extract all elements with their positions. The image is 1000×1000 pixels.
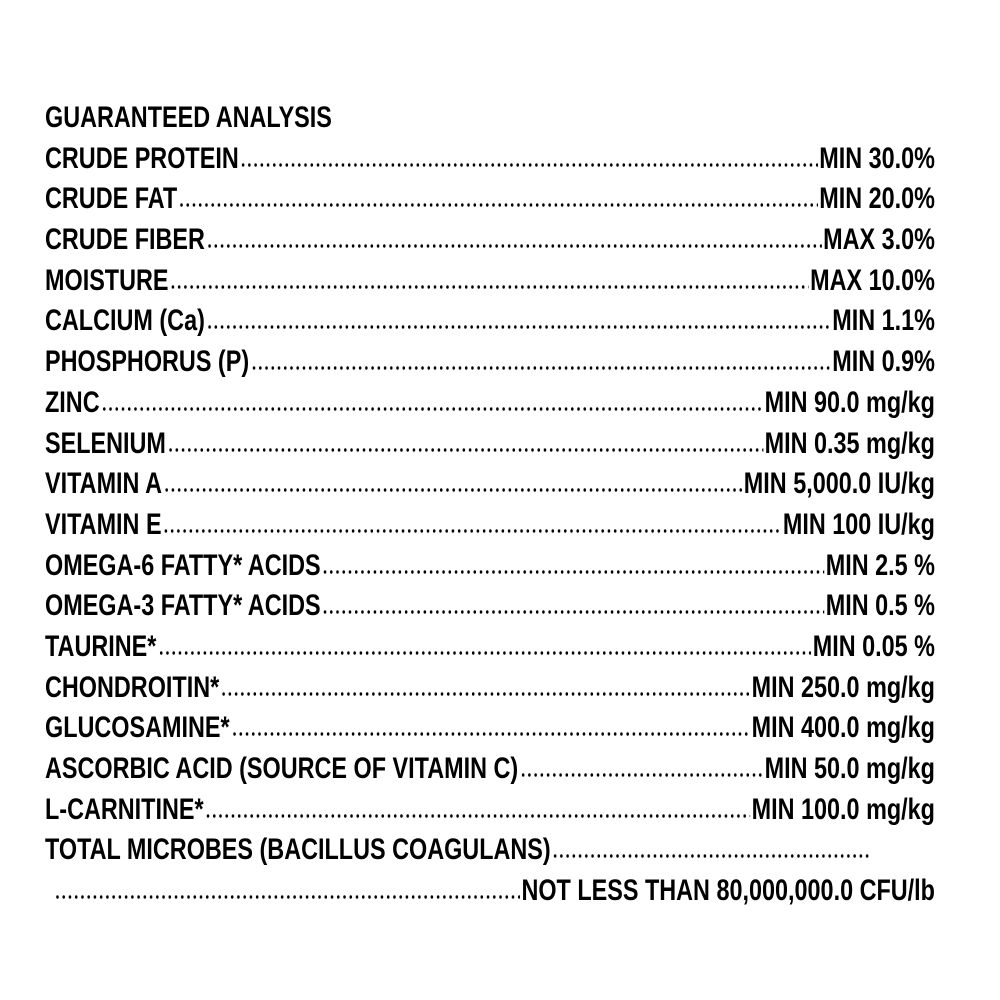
analysis-row: CALCIUM (Ca) MIN 1.1% [45,301,935,342]
leader-dots [157,649,812,656]
nutrient-name: CHONDROITIN* [45,670,220,704]
leader-dots [178,202,818,209]
analysis-row: VITAMIN A MIN 5,000.0 IU/kg [45,464,935,505]
nutrient-value: MAX 10.0% [810,263,935,297]
analysis-rows: CRUDE PROTEIN MIN 30.0% CRUDE FAT MIN 20.0%… [45,139,935,831]
nutrient-name: ASCORBIC ACID (SOURCE OF VITAMIN C) [45,752,519,785]
analysis-row: CHONDROITIN* MIN 250.0 mg/kg [45,668,935,709]
nutrient-value: MIN 100 IU/kg [782,507,935,541]
nutrient-name: CALCIUM (Ca) [45,304,205,338]
analysis-row: MOISTURE MAX 10.0% [45,261,935,302]
nutrient-name: CRUDE PROTEIN [45,141,239,175]
analysis-row: OMEGA-6 FATTY* ACIDS MIN 2.5 % [45,546,935,587]
leader-dots [163,527,782,534]
nutrient-value: MIN 50.0 mg/kg [764,752,935,785]
nutrient-name: OMEGA-3 FATTY* ACIDS [45,589,321,623]
analysis-row: ASCORBIC ACID (SOURCE OF VITAMIN C) MIN 5… [45,749,935,790]
leader-dots [519,772,764,778]
nutrient-value: MIN 400.0 mg/kg [751,711,935,745]
nutrient-value: MIN 20.0% [819,182,935,216]
leader-dots [170,283,809,290]
leader-dots [54,894,520,901]
analysis-row: GLUCOSAMINE* MIN 400.0 mg/kg [45,708,935,749]
nutrient-value: MIN 1.1% [832,304,935,338]
leader-dots [163,487,743,494]
analysis-row: OMEGA-3 FATTY* ACIDS MIN 0.5 % [45,586,935,627]
leader-dots [322,568,825,575]
leader-dots [552,853,873,860]
analysis-row: CRUDE FIBER MAX 3.0% [45,220,935,261]
nutrient-name: VITAMIN E [45,507,162,541]
analysis-row: L-CARNITINE* MIN 100.0 mg/kg [45,790,935,831]
nutrient-value: MAX 3.0% [823,223,935,257]
leader-dots [240,161,818,168]
leader-dots [206,243,822,250]
nutrient-name: SELENIUM [45,426,166,460]
leader-dots [167,446,764,453]
nutrient-value: MIN 0.35 mg/kg [764,426,935,460]
nutrient-value: MIN 100.0 mg/kg [751,792,935,826]
analysis-row: TAURINE* MIN 0.05 % [45,627,935,668]
leader-dots [322,609,825,616]
nutrient-name: L-CARNITINE* [45,792,204,826]
title: GUARANTEED ANALYSIS [45,101,332,134]
nutrient-name: TAURINE* [45,629,157,663]
nutrient-value: MIN 0.5 % [825,589,935,623]
nutrient-value: MIN 30.0% [819,141,935,175]
nutrient-value: MIN 2.5 % [825,548,935,582]
analysis-row: CRUDE FAT MIN 20.0% [45,179,935,220]
nutrient-value: MIN 90.0 mg/kg [764,385,935,419]
nutrient-name: ZINC [45,385,100,419]
leader-dots [231,731,751,738]
total-row: TOTAL MICROBES (BACILLUS COAGULANS) [45,830,935,871]
nutrient-value: MIN 0.05 % [812,629,935,663]
total-value-row: NOT LESS THAN 80,000,000.0 CFU/lb [45,871,935,912]
total-value: NOT LESS THAN 80,000,000.0 CFU/lb [521,874,935,908]
nutrient-name: VITAMIN A [45,467,162,501]
nutrient-name: GLUCOSAMINE* [45,711,230,745]
analysis-row: SELENIUM MIN 0.35 mg/kg [45,424,935,465]
leader-dots [206,324,831,331]
leader-dots [250,365,831,372]
leader-dots [101,405,764,412]
nutrient-name: OMEGA-6 FATTY* ACIDS [45,548,321,582]
analysis-row: ZINC MIN 90.0 mg/kg [45,383,935,424]
analysis-row: PHOSPHORUS (P) MIN 0.9% [45,342,935,383]
nutrient-value: MIN 250.0 mg/kg [751,670,935,704]
nutrient-name: CRUDE FIBER [45,223,205,257]
nutrient-name: PHOSPHORUS (P) [45,345,250,379]
leader-dots [220,690,751,697]
nutrient-name: MOISTURE [45,263,169,297]
title-row: GUARANTEED ANALYSIS [45,98,935,139]
analysis-row: VITAMIN E MIN 100 IU/kg [45,505,935,546]
nutrient-name: CRUDE FAT [45,182,178,216]
analysis-row: CRUDE PROTEIN MIN 30.0% [45,139,935,180]
leader-dots [205,812,751,819]
total-name: TOTAL MICROBES (BACILLUS COAGULANS) [45,833,551,867]
nutrient-value: MIN 0.9% [832,345,935,379]
nutrient-value: MIN 5,000.0 IU/kg [743,467,935,501]
guaranteed-analysis: GUARANTEED ANALYSIS CRUDE PROTEIN MIN 30.… [45,98,935,912]
